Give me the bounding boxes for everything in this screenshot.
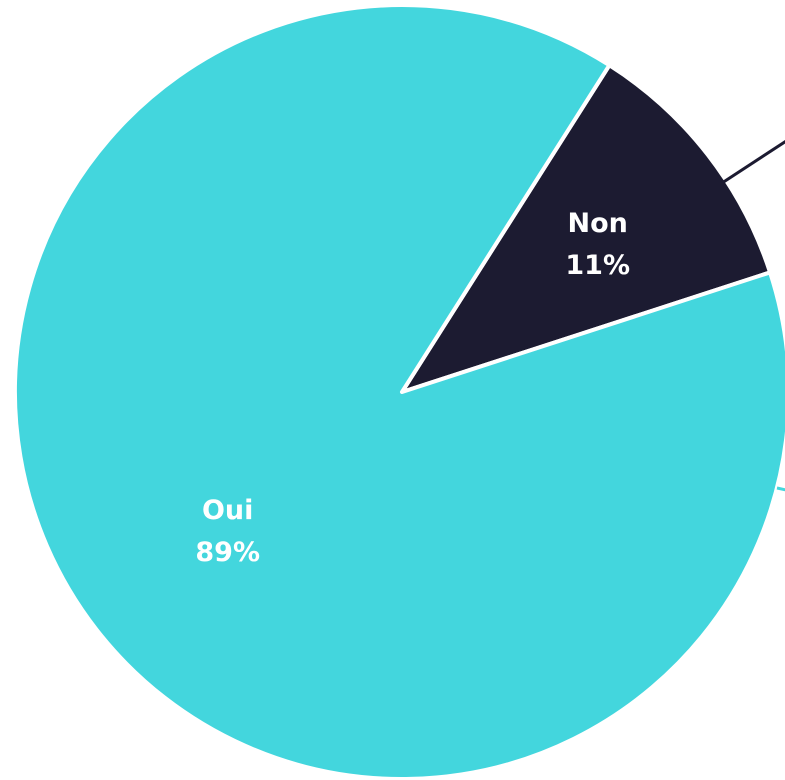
pie-slice-non (400, 63, 773, 394)
leader-line-oui (776, 486, 785, 492)
slice-label-oui: Oui (202, 495, 253, 526)
leader-line-non (721, 140, 785, 185)
slice-value-non: 11% (565, 250, 630, 281)
leader-lines (721, 140, 785, 492)
slice-label-non: Non (568, 208, 628, 239)
slice-value-oui: 89% (195, 537, 260, 568)
pie-slices (13, 3, 785, 780)
slice-labels: Non 11% Oui 89% (195, 208, 630, 568)
pie-slice-oui (13, 3, 785, 780)
